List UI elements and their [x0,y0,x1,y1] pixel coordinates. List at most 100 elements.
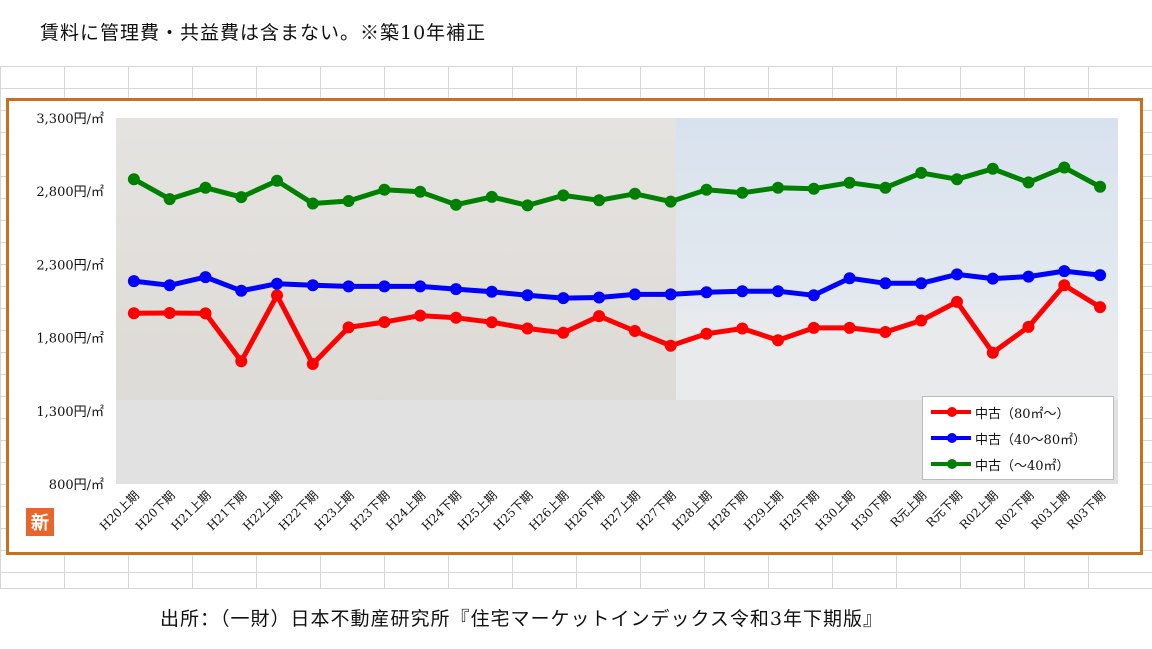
data-point-s3 [951,173,963,186]
data-point-s2 [1022,270,1035,283]
data-point-s1 [521,322,534,335]
logo-badge: 新 [26,508,54,536]
data-point-s3 [163,193,176,206]
legend-swatch-red [931,406,971,418]
legend-swatch-green [931,458,971,470]
data-point-s1 [736,322,749,335]
data-point-s2 [557,292,570,305]
data-point-s1 [163,307,176,319]
data-point-s3 [414,185,427,198]
chart-legend: 中古（80㎡～） 中古（40～80㎡） 中古（～40㎡） [922,396,1114,480]
data-point-s2 [986,272,999,285]
data-point-s2 [951,268,963,281]
data-point-s3 [1058,161,1071,174]
data-point-s1 [915,314,928,327]
data-point-s2 [879,277,892,290]
data-point-s2 [271,277,283,290]
data-point-s2 [378,280,391,293]
data-point-s2 [628,288,641,301]
data-point-s3 [628,187,641,200]
x-tick-label: R02下期 [993,488,1037,532]
y-tick-label: 1,800円/㎡ [36,332,104,347]
data-point-s1 [1058,279,1071,292]
data-point-s1 [306,358,319,370]
header-band [0,0,1152,67]
data-point-s2 [235,284,248,297]
data-point-s1 [986,346,999,359]
data-point-s1 [414,309,427,322]
data-point-s2 [700,286,713,299]
data-point-s2 [485,285,498,298]
data-point-s1 [700,327,713,340]
data-point-s3 [378,183,391,196]
x-tick-label: R02上期 [957,488,1001,532]
data-point-s3 [450,198,462,211]
data-point-s2 [807,289,820,302]
data-point-s1 [628,325,641,337]
legend-item-green: 中古（～40㎡） [931,453,1070,475]
data-point-s3 [127,173,140,186]
data-point-s2 [593,291,606,304]
header-note: 賃料に管理費・共益費は含まない。※築10年補正 [40,22,487,44]
data-point-s1 [807,321,820,334]
data-point-s1 [485,316,498,329]
x-tick-label: H30下期 [848,488,893,533]
data-point-s2 [664,288,677,301]
data-point-s2 [843,272,856,285]
data-point-s3 [843,176,856,189]
data-point-s3 [557,189,570,202]
legend-item-blue: 中古（40～80㎡） [931,427,1086,449]
data-point-s3 [306,197,319,210]
series-line-1 [133,282,1102,367]
data-point-s2 [199,271,212,284]
data-point-s3 [986,162,999,175]
data-point-s2 [1094,269,1107,282]
data-point-s3 [199,181,212,194]
x-tick-label: R03上期 [1028,488,1072,532]
series-line-3 [132,165,1102,208]
data-point-s1 [664,339,677,352]
data-point-s3 [271,174,283,187]
legend-swatch-blue [931,432,971,444]
data-point-s2 [915,277,928,290]
data-point-s2 [306,279,319,292]
data-point-s1 [772,334,784,347]
data-point-s2 [163,279,176,292]
data-point-s1 [951,295,963,308]
data-point-s3 [342,195,355,207]
data-point-s1 [450,311,462,324]
data-point-s3 [807,182,820,195]
data-point-s1 [557,326,570,339]
data-point-s2 [342,280,355,293]
y-tick-label: 3,300円/㎡ [36,112,104,127]
source-band [0,588,1152,649]
legend-label-green: 中古（～40㎡） [975,458,1070,474]
legend-label-blue: 中古（40～80㎡） [975,432,1087,448]
data-point-s1 [1022,320,1035,333]
y-tick-label: 2,300円/㎡ [36,258,104,273]
data-point-s1 [235,355,248,368]
data-point-s3 [879,181,892,194]
y-tick-label: 2,800円/㎡ [36,185,104,200]
data-point-s2 [127,275,140,288]
data-point-s2 [414,280,427,293]
data-point-s3 [664,195,677,208]
x-tick-label: R03下期 [1064,488,1108,532]
data-point-s3 [1094,180,1107,193]
data-point-s1 [199,307,212,320]
data-point-s1 [378,316,391,329]
data-point-s1 [879,326,892,338]
legend-item-red: 中古（80㎡～） [931,401,1070,423]
y-tick-label: 1,300円/㎡ [36,405,104,420]
data-point-s1 [342,321,355,334]
data-point-s3 [1022,176,1035,189]
data-point-s2 [736,285,749,298]
x-tick-label: R元上期 [888,488,930,530]
data-point-s1 [271,289,283,302]
data-point-s3 [593,194,606,207]
data-point-s3 [235,191,248,204]
data-point-s1 [843,321,856,334]
data-point-s2 [1058,265,1071,278]
legend-label-red: 中古（80㎡～） [975,406,1070,422]
